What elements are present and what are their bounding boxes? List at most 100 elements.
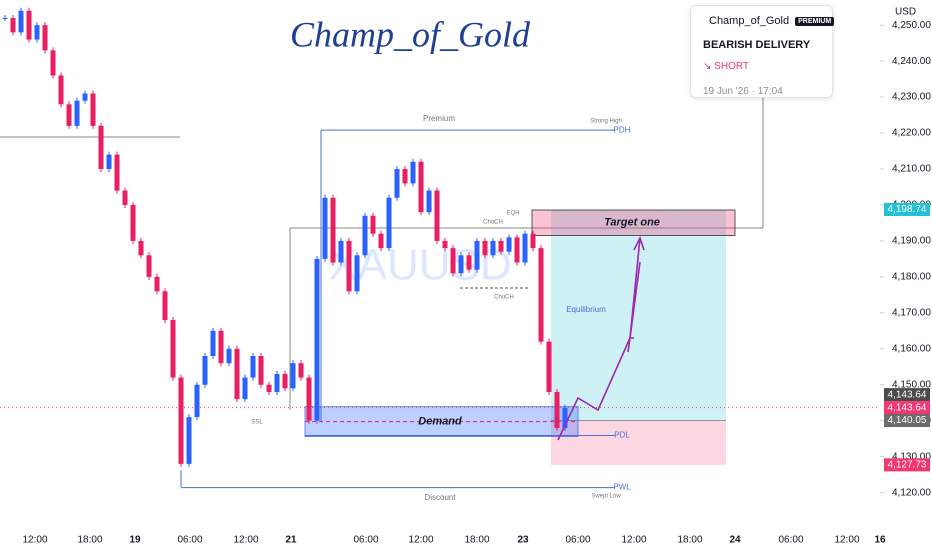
candle (466, 255, 472, 270)
candle (314, 258, 320, 421)
candle (298, 363, 304, 378)
candle (490, 240, 496, 256)
projection-path (629, 237, 641, 339)
y-tick-label: 4,240.00 (892, 56, 931, 67)
candle (138, 240, 144, 256)
price-tag (884, 202, 930, 216)
x-tick-label: 06:00 (778, 535, 803, 546)
annotation: Premium (423, 114, 455, 123)
y-tick-label: 4,160.00 (892, 343, 931, 354)
date: 19 Jun '26 · 17:04 (703, 86, 783, 97)
candle (154, 276, 160, 292)
idea-card[interactable]: Champ_of_Gold PREMIUM BEARISH DELIVERY ↘ … (690, 5, 835, 98)
candle (74, 100, 80, 126)
x-tick-label: 18:00 (77, 535, 102, 546)
candle (170, 320, 176, 378)
candle (330, 197, 336, 263)
candle (202, 355, 208, 385)
candle (194, 384, 200, 418)
annotation: Discount (424, 493, 456, 502)
x-tick-label: 06:00 (565, 535, 590, 546)
candle (10, 17, 16, 33)
x-tick-label: 23 (517, 535, 529, 546)
direction-text: SHORT (714, 61, 749, 72)
candle (82, 93, 88, 101)
candle (98, 125, 104, 170)
candle (106, 154, 112, 170)
candle (162, 291, 168, 321)
candle (474, 240, 480, 270)
candle (258, 355, 264, 385)
y-tick-label: 4,180.00 (892, 272, 931, 283)
x-tick-label: 18:00 (464, 535, 489, 546)
y-tick-label: 4,170.00 (892, 307, 931, 318)
candle (226, 348, 232, 364)
candle (2, 17, 8, 19)
candle (394, 169, 400, 198)
candle (66, 104, 72, 126)
stop-area (551, 420, 726, 465)
y-tick-label: 4,210.00 (892, 164, 931, 175)
annotation: ChoCH (483, 220, 503, 226)
candle (90, 93, 96, 126)
candle (290, 363, 296, 389)
candle (434, 190, 440, 241)
candle (386, 197, 392, 249)
candle (546, 341, 552, 392)
x-tick-label: 12:00 (834, 535, 859, 546)
candle (522, 233, 528, 263)
annotation: EQH (506, 211, 519, 217)
price-tag-label: 4,140.05 (888, 415, 927, 426)
level-label: PDL (614, 431, 630, 440)
candle (42, 25, 48, 51)
candle (26, 10, 32, 40)
x-tick-label: 12:00 (408, 535, 433, 546)
candle (370, 215, 376, 234)
currency: USD (895, 7, 916, 18)
candle (322, 197, 328, 259)
x-tick-label: 16 (874, 535, 886, 546)
price-tag-label: 4,143.64 (888, 389, 927, 400)
candle (130, 204, 136, 241)
author: Champ_of_Gold (709, 15, 790, 27)
candle (362, 215, 368, 256)
y-tick-label: 4,190.00 (892, 236, 931, 247)
zone-label: Target one (604, 217, 660, 229)
candle (306, 377, 312, 421)
zone (531, 209, 736, 236)
candle (218, 330, 224, 364)
idea-title: BEARISH DELIVERY (703, 39, 811, 51)
candle (498, 240, 504, 252)
candle (562, 407, 568, 428)
x-tick-label: 24 (729, 535, 741, 546)
x-tick-label: 12:00 (233, 535, 258, 546)
x-tick-label: 12:00 (22, 535, 47, 546)
candle (530, 233, 536, 249)
annotation: SSL (251, 420, 263, 426)
candle (458, 255, 464, 274)
candle (242, 377, 248, 400)
annotation: Strong High (590, 119, 622, 125)
candle (34, 25, 40, 40)
price-tag-label: 4,143.64 (888, 402, 927, 413)
y-tick-label: 4,150.00 (892, 379, 931, 390)
candle (354, 255, 360, 292)
x-tick-label: 18:00 (677, 535, 702, 546)
candle (114, 154, 120, 191)
candle (378, 233, 384, 249)
y-tick-label: 4,130.00 (892, 451, 931, 462)
candle (482, 240, 488, 256)
candle (282, 373, 288, 389)
candle (18, 10, 24, 33)
annotation: Swept Low (591, 494, 621, 500)
candle (506, 237, 512, 252)
candle (186, 417, 192, 464)
candle (418, 161, 424, 213)
badge: PREMIUM (795, 16, 835, 26)
candle (178, 377, 184, 464)
candle (442, 240, 448, 249)
candle (210, 330, 216, 356)
candle (514, 237, 520, 263)
price-tag (884, 458, 930, 472)
